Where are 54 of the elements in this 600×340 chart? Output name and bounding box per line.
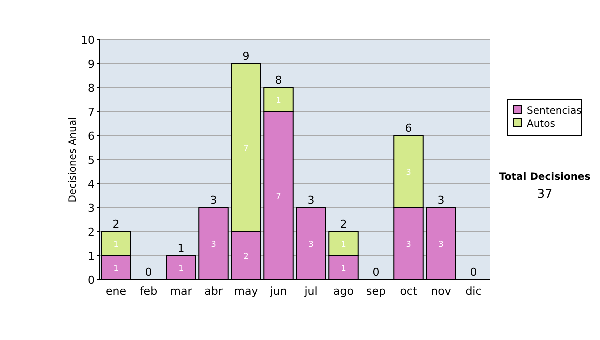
data-label: 7 (276, 192, 282, 201)
data-label: 1 (341, 264, 346, 273)
total-label: 3 (210, 194, 218, 207)
y-tick-label: 9 (88, 58, 95, 71)
total-label: 0 (470, 266, 478, 279)
data-label: 1 (114, 264, 119, 273)
x-tick-label: feb (140, 285, 158, 298)
total-label: 8 (275, 74, 282, 87)
legend-label: Sentencias (527, 106, 582, 117)
y-tick-label: 2 (88, 226, 95, 239)
data-label: 1 (276, 96, 282, 105)
text: 37 (537, 187, 553, 201)
data-label: 2 (244, 252, 249, 261)
data-label: 3 (406, 240, 412, 249)
x-tick-label: nov (431, 285, 452, 298)
text: Total Decisiones (499, 172, 591, 183)
x-tick-label: jul (304, 285, 318, 298)
x-tick-label: oct (400, 285, 418, 298)
data-label: 3 (406, 168, 412, 177)
x-tick-label: dic (466, 285, 482, 298)
y-tick-label: 10 (81, 34, 95, 47)
y-tick-label: 0 (88, 274, 95, 287)
x-tick-label: abr (204, 285, 224, 298)
y-tick-label: 4 (88, 178, 95, 191)
data-label: 1 (341, 240, 346, 249)
total-label: 1 (178, 242, 185, 255)
x-tick-label: mar (170, 285, 193, 298)
y-tick-label: 6 (88, 130, 95, 143)
y-tick-label: 5 (88, 154, 95, 167)
data-label: 3 (308, 240, 314, 249)
x-tick-label: ene (106, 285, 127, 298)
data-label: 7 (244, 144, 249, 153)
data-label: 3 (438, 240, 444, 249)
total-label: 3 (308, 194, 315, 207)
x-tick-label: may (234, 285, 259, 298)
y-tick-label: 7 (88, 106, 95, 119)
total-label: 0 (145, 266, 152, 279)
total-label: 2 (112, 218, 120, 231)
total-label: 6 (405, 122, 412, 135)
data-label: 3 (211, 240, 216, 249)
total-label: 0 (372, 266, 380, 279)
legend-label: Autos (527, 119, 556, 130)
x-tick-label: jun (269, 285, 288, 298)
total-label: 9 (242, 50, 250, 63)
data-label: 1 (114, 240, 119, 249)
y-tick-label: 3 (88, 202, 95, 215)
x-tick-label: ago (334, 285, 354, 298)
data-label: 1 (178, 264, 184, 273)
y-tick-label: 1 (88, 250, 95, 263)
total-label: 2 (340, 218, 348, 231)
total-label: 3 (438, 194, 445, 207)
y-axis-title: Decisiones Anual (68, 117, 79, 203)
y-tick-label: 8 (88, 82, 95, 95)
x-tick-label: sep (366, 285, 386, 298)
